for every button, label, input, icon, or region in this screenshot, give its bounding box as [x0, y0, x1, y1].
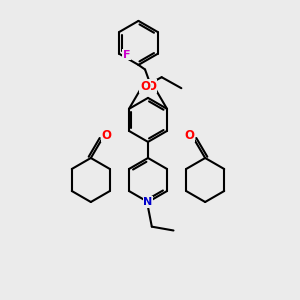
Text: F: F	[123, 50, 130, 60]
Text: O: O	[140, 80, 150, 93]
Text: O: O	[102, 129, 112, 142]
Text: O: O	[146, 80, 156, 93]
Text: N: N	[143, 197, 153, 207]
Text: O: O	[184, 129, 194, 142]
